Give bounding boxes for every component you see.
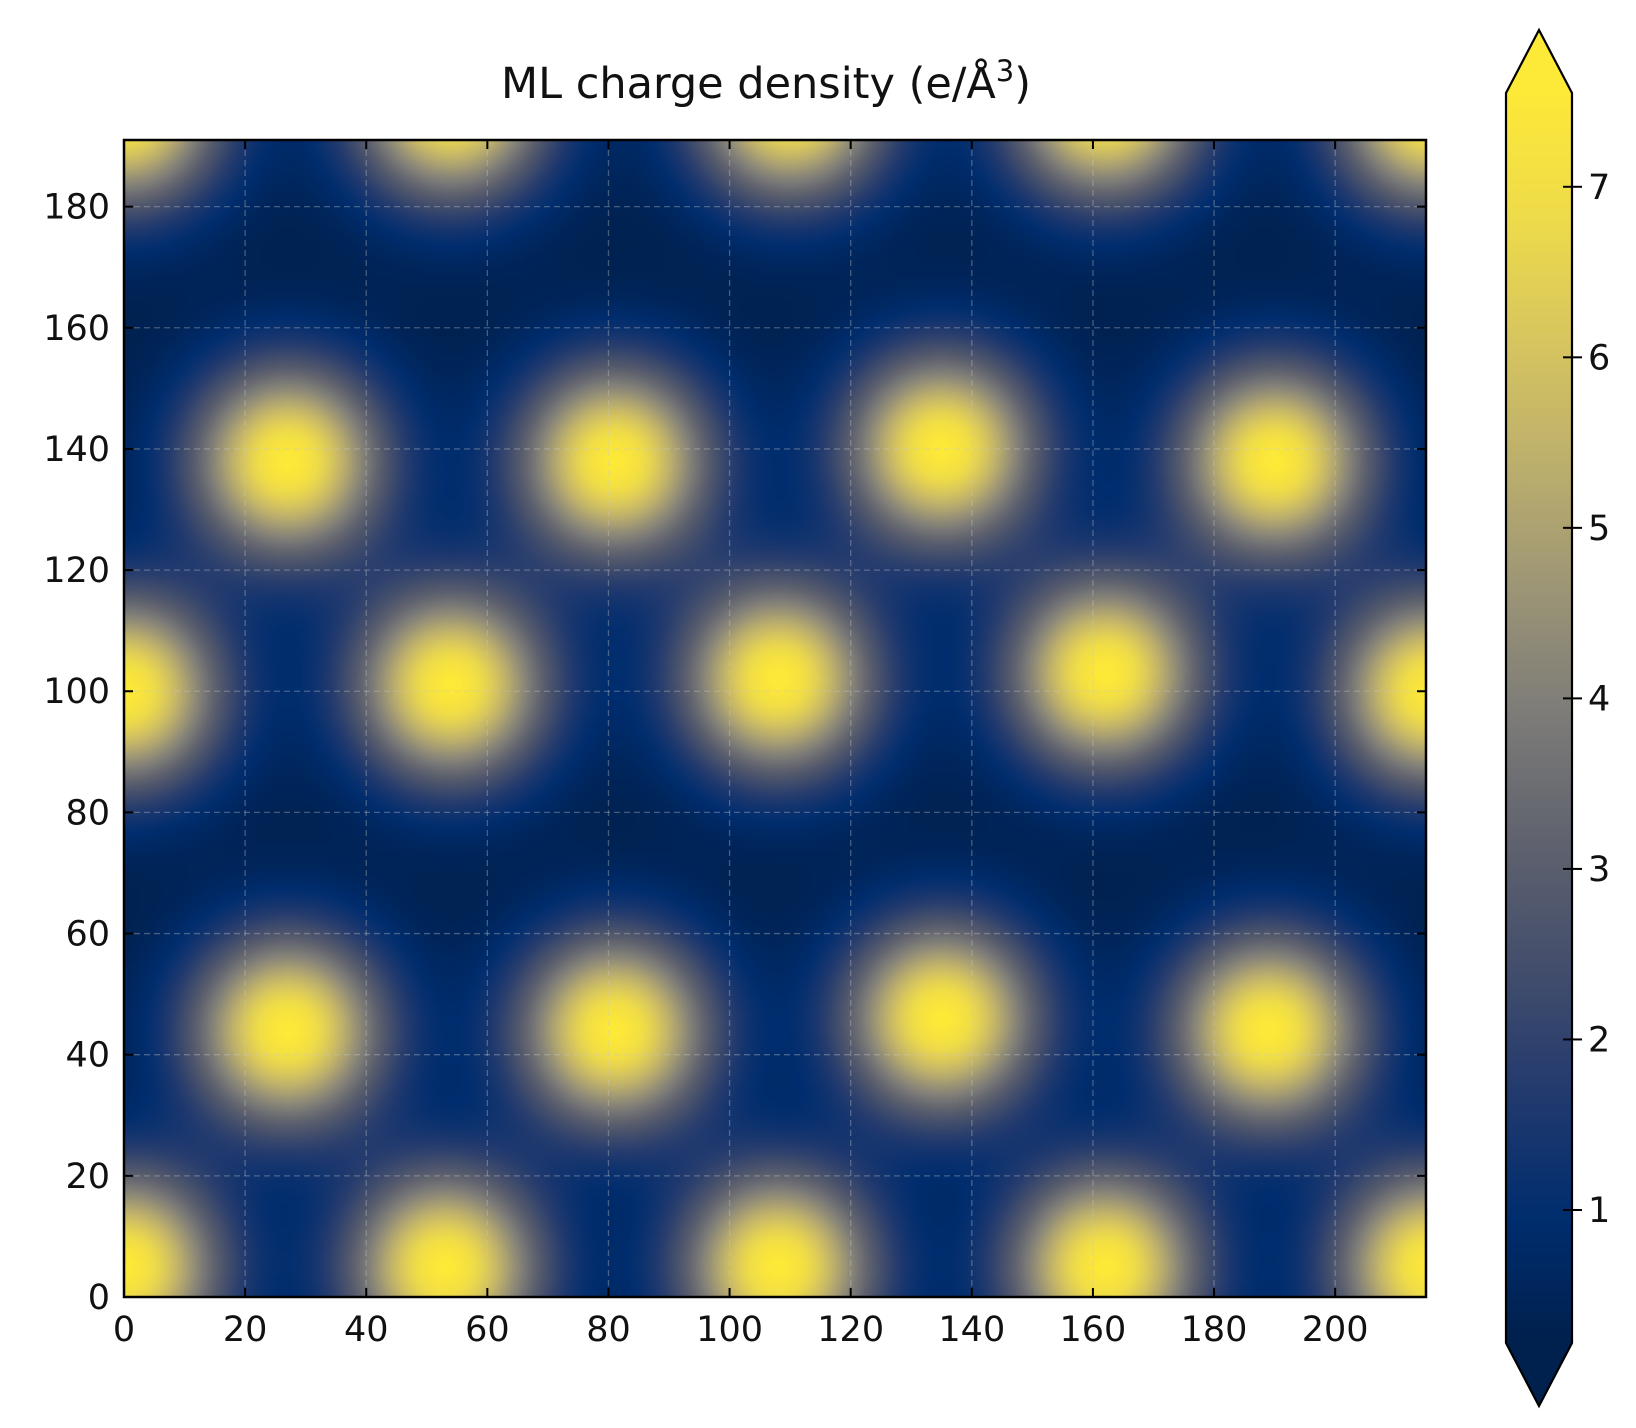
colorbar-tick-label: 3 (1588, 850, 1610, 890)
colorbar-extend-min (1506, 1343, 1572, 1406)
colorbar-tick-label: 5 (1588, 509, 1610, 549)
x-tick-label: 80 (586, 1310, 631, 1350)
density-heatmap-image (124, 140, 1426, 1297)
colorbar-tick-label: 6 (1588, 338, 1610, 378)
colorbar-gradient (1506, 93, 1572, 1343)
y-tick-label: 160 (43, 309, 110, 349)
colorbar: 1 2 3 4 5 6 7 (1504, 27, 1610, 1409)
y-tick-label: 40 (65, 1036, 110, 1076)
y-tick-label: 60 (65, 915, 110, 955)
grid-lines (124, 140, 1426, 1297)
colorbar-tick-label: 7 (1588, 168, 1610, 208)
axes: 0 20 40 60 80 100 120 140 160 180 200 0 20 40 60 80 100 1… (43, 138, 1428, 1350)
heatmap-plot-area (124, 140, 1426, 1297)
y-tick-label: 20 (65, 1157, 110, 1197)
chart-title-suffix: ) (1014, 59, 1031, 109)
y-tick-label: 100 (43, 672, 110, 712)
x-tick-label: 0 (113, 1310, 135, 1350)
x-tick-label: 140 (938, 1310, 1005, 1350)
plot-frame (122, 138, 1428, 1299)
x-tick-label: 60 (465, 1310, 510, 1350)
colorbar-tick-label: 4 (1588, 679, 1610, 719)
x-tick-label: 20 (223, 1310, 268, 1350)
y-tick-label: 0 (88, 1278, 110, 1318)
y-tick-label: 180 (43, 188, 110, 228)
colorbar-extend-max (1506, 30, 1572, 93)
x-tick-label: 180 (1181, 1310, 1248, 1350)
x-tick-label: 160 (1060, 1310, 1127, 1350)
x-tick-label: 40 (344, 1310, 389, 1350)
chart-title-superscript: 3 (996, 54, 1014, 88)
x-tick-label: 100 (696, 1310, 763, 1350)
colorbar-outline (1504, 27, 1574, 1409)
x-tick-label: 120 (817, 1310, 884, 1350)
y-tick-label: 140 (43, 430, 110, 470)
chart-title: ML charge density (e/Å3) (501, 54, 1031, 109)
y-tick-label: 120 (43, 551, 110, 591)
y-tick-label: 80 (65, 793, 110, 833)
x-tick-label: 200 (1302, 1310, 1369, 1350)
colorbar-tick-label: 1 (1588, 1191, 1610, 1231)
colorbar-tick-label: 2 (1588, 1020, 1610, 1060)
